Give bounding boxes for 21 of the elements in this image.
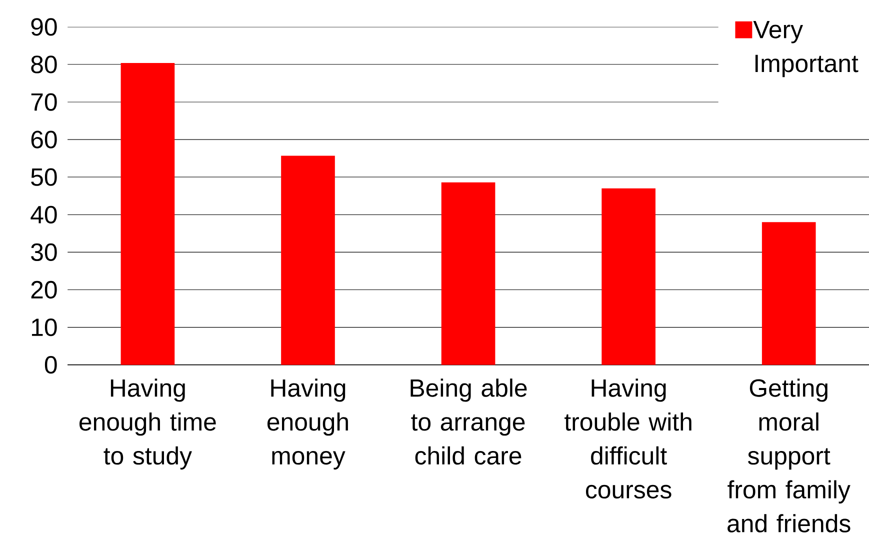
y-tick-label: 10: [32, 318, 57, 336]
x-tick-label: Getting moral support from family and friends: [728, 378, 850, 532]
bar: [441, 182, 496, 365]
x-tick-label: Having enough time to study: [79, 378, 216, 470]
y-tick-label: 80: [31, 56, 57, 74]
y-tick-label: 70: [31, 93, 57, 111]
x-tick-label: Having enough money: [267, 378, 348, 470]
y-tick-label: 20: [31, 280, 57, 298]
legend-label: Very Important: [753, 20, 858, 78]
x-tick-label: Having trouble with difficult courses: [564, 378, 692, 498]
y-tick-label: 60: [31, 130, 57, 148]
bar: [602, 188, 656, 365]
y-tick-label: 0: [44, 356, 57, 374]
y-tick-label: 30: [31, 243, 57, 261]
y-tick-label: 40: [30, 206, 57, 224]
bar: [120, 62, 175, 365]
y-tick-label: 90: [31, 18, 57, 36]
x-tick-label: Being able to arrange child care: [410, 378, 527, 465]
bar: [281, 156, 335, 365]
y-tick-label: 50: [31, 168, 57, 186]
bar: [762, 222, 816, 365]
